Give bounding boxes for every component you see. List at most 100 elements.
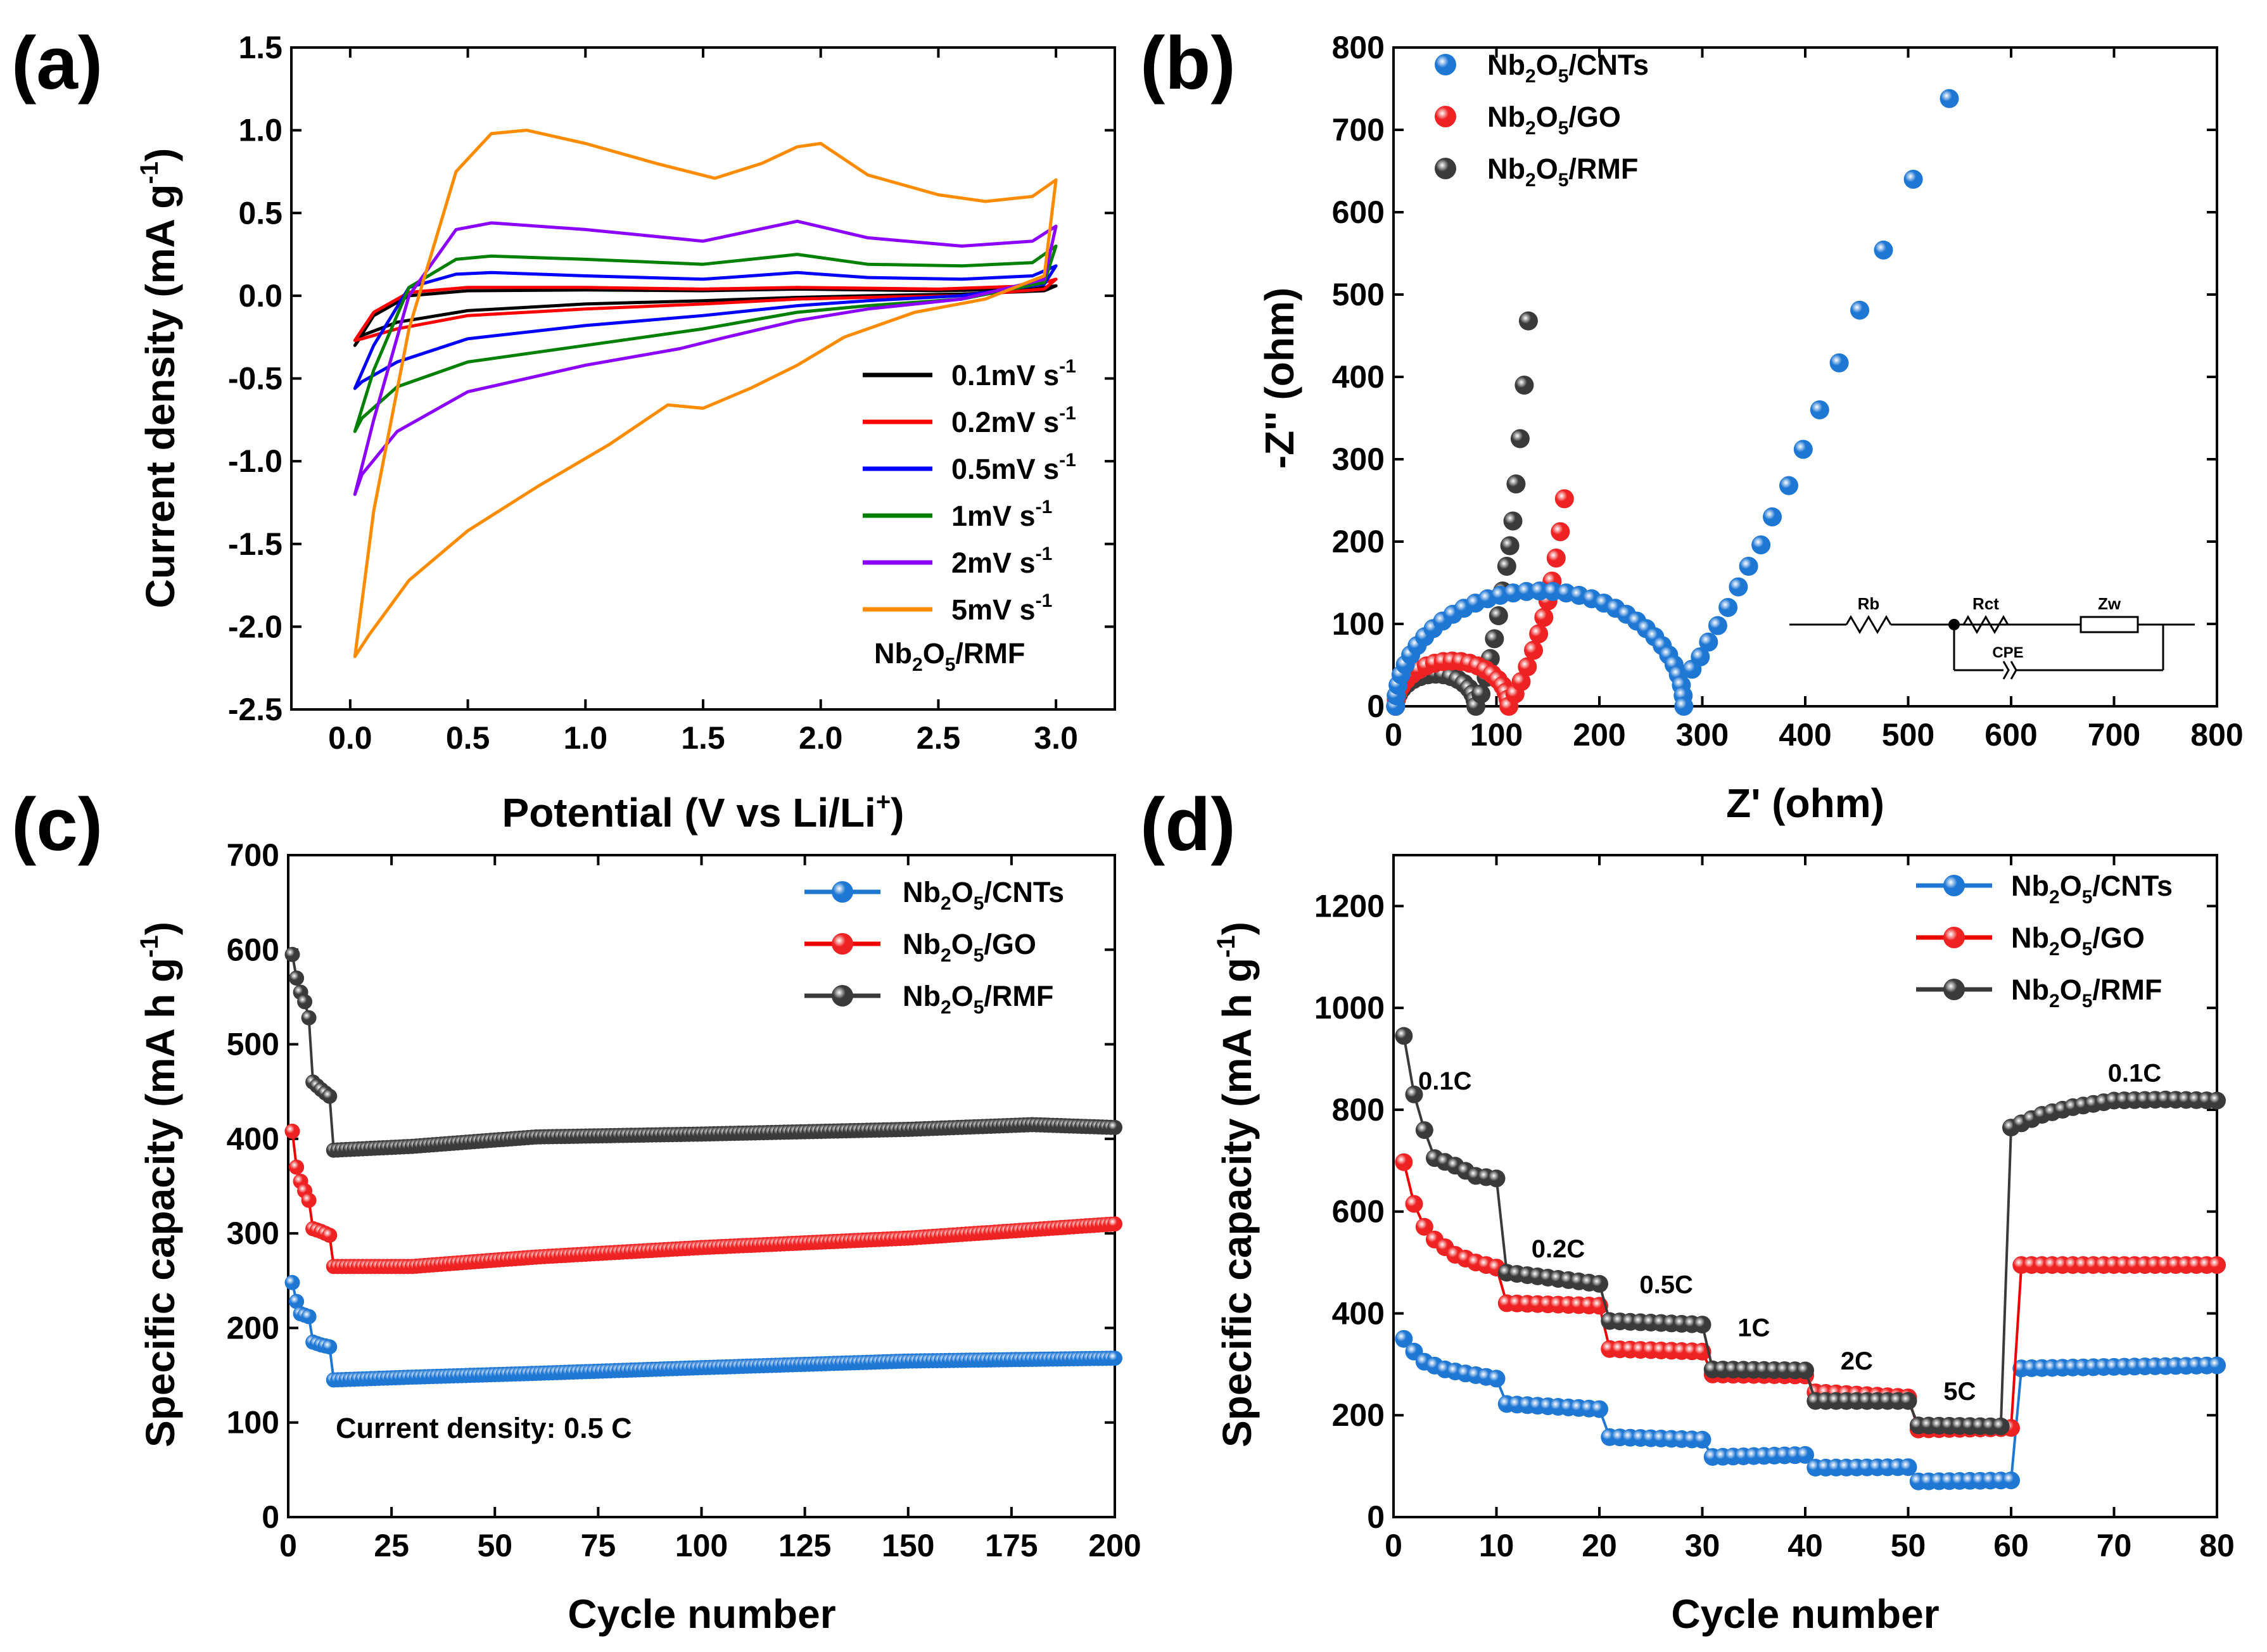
panel-c-xtick-label: 100 bbox=[675, 1528, 728, 1563]
legend-marker bbox=[1435, 106, 1456, 127]
panel-a-ytick-label: -0.5 bbox=[228, 361, 283, 397]
eis-point bbox=[1518, 657, 1537, 677]
panel-d-xlabel: Cycle number bbox=[1671, 1591, 1939, 1637]
eis-point bbox=[1516, 581, 1536, 601]
panel-c-xtick-label: 25 bbox=[374, 1528, 409, 1563]
circuit-label-rct: Rct bbox=[1972, 594, 1999, 613]
eis-point bbox=[1874, 240, 1893, 260]
cycle-point bbox=[289, 1159, 305, 1175]
legend-label: 1mV s-1 bbox=[951, 497, 1052, 532]
panel-a-cv-curves: (a) 0.0 0.5 1.0 1.5 2.0 2.5 3.0 -2.5 -2.0 -1.5 -1.… bbox=[11, 22, 1116, 836]
eis-point bbox=[1718, 598, 1738, 617]
panel-a-xtick-label: 3.0 bbox=[1034, 720, 1078, 756]
panel-c-ytick-label: 500 bbox=[227, 1027, 279, 1062]
panel-b-ytick-label: 600 bbox=[1332, 194, 1385, 230]
legend-marker bbox=[832, 985, 853, 1007]
eis-point bbox=[1691, 647, 1710, 666]
panel-d-legend: Nb2O5/CNTs Nb2O5/GO Nb2O5/RMF bbox=[1916, 870, 2173, 1012]
panel-b-legend: Nb2O5/CNTs Nb2O5/GO Nb2O5/RMF bbox=[1435, 49, 1649, 191]
panel-b-ytick-label: 0 bbox=[1367, 689, 1385, 724]
cycle-point bbox=[301, 1309, 317, 1325]
panel-d-xtick-label: 30 bbox=[1685, 1528, 1720, 1563]
eis-point bbox=[1708, 616, 1727, 635]
rate-point bbox=[1899, 1392, 1917, 1410]
panel-b-xtick-label: 200 bbox=[1573, 717, 1625, 753]
panel-d-ytick-label: 200 bbox=[1332, 1397, 1385, 1433]
eis-point bbox=[1793, 440, 1813, 459]
panel-c-xlabel: Cycle number bbox=[568, 1591, 835, 1637]
cycle-point bbox=[322, 1088, 338, 1104]
cycle-point bbox=[322, 1339, 338, 1355]
legend-label: 0.1mV s-1 bbox=[951, 356, 1076, 391]
panel-c-ytick-label: 400 bbox=[227, 1121, 279, 1157]
rate-point bbox=[1395, 1027, 1413, 1045]
panel-c-annotation: Current density: 0.5 C bbox=[336, 1412, 632, 1444]
panel-b-ytick-label: 400 bbox=[1332, 359, 1385, 395]
rate-point bbox=[1693, 1430, 1711, 1449]
rate-label: 5C bbox=[1943, 1378, 1976, 1406]
eis-point bbox=[1485, 629, 1504, 649]
rate-point bbox=[1395, 1153, 1413, 1171]
cycle-point bbox=[289, 1293, 305, 1309]
panel-d-frame bbox=[1392, 854, 2218, 1518]
cv-curve bbox=[353, 277, 1058, 342]
panel-d-ytick-label: 0 bbox=[1367, 1499, 1385, 1535]
rate-label: 0.5C bbox=[1639, 1271, 1693, 1299]
rate-point bbox=[1415, 1217, 1433, 1236]
panel-c-ytick-label: 300 bbox=[227, 1216, 279, 1251]
panel-a-ytick-label: -1.0 bbox=[228, 443, 283, 479]
panel-d-ytick-label: 800 bbox=[1332, 1092, 1385, 1128]
eis-point bbox=[1489, 606, 1508, 625]
eis-point bbox=[1503, 511, 1523, 531]
cv-curve bbox=[353, 129, 1058, 658]
panel-c-ticks: 0 25 50 75 100 125 150 175 200 0 100 200 300 400 500 60… bbox=[227, 837, 1141, 1563]
panel-d-xtick-label: 40 bbox=[1788, 1528, 1823, 1563]
rate-point bbox=[1405, 1195, 1423, 1213]
eis-point bbox=[1515, 376, 1534, 395]
panel-a-annotation: Nb2O5/RMF bbox=[874, 637, 1025, 675]
cv-curve bbox=[353, 219, 1058, 496]
panel-a-xtick-label: 1.5 bbox=[681, 720, 725, 756]
panel-d-xtick-label: 60 bbox=[1993, 1528, 2029, 1563]
panel-b-ytick-label: 700 bbox=[1332, 112, 1385, 148]
panel-b-legend-label: Nb2O5/RMF bbox=[1487, 153, 1638, 191]
eis-point bbox=[1779, 476, 1798, 495]
panel-b-xtick-label: 300 bbox=[1676, 717, 1729, 753]
rate-label: 2C bbox=[1841, 1347, 1873, 1375]
rate-point bbox=[1591, 1400, 1608, 1418]
panel-b-ytick-label: 100 bbox=[1332, 606, 1385, 642]
panel-c-ytick-label: 200 bbox=[227, 1310, 279, 1345]
eis-point bbox=[1739, 557, 1758, 576]
rate-label: 0.2C bbox=[1532, 1235, 1585, 1263]
panel-b-xtick-label: 600 bbox=[1984, 717, 2037, 753]
panel-c-ylabel: Specific capacity (mA h g-1) bbox=[136, 922, 183, 1447]
panel-b-xtick-label: 100 bbox=[1470, 717, 1523, 753]
eis-point bbox=[1471, 684, 1491, 704]
panel-a-ytick-label: -1.5 bbox=[228, 526, 283, 562]
eis-point bbox=[1940, 89, 1959, 108]
panel-b-ytick-label: 500 bbox=[1332, 277, 1385, 312]
panel-d-xtick-label: 50 bbox=[1891, 1528, 1926, 1563]
panel-b-xtick-label: 700 bbox=[2088, 717, 2140, 753]
panel-c-ytick-label: 100 bbox=[227, 1405, 279, 1440]
cycle-point bbox=[322, 1228, 338, 1243]
legend-marker bbox=[1943, 875, 1965, 896]
cycle-point bbox=[289, 970, 305, 986]
panel-b-ytick-label: 300 bbox=[1332, 442, 1385, 477]
panel-a-ytick-label: -2.5 bbox=[228, 692, 283, 727]
panel-b-xtick-label: 500 bbox=[1882, 717, 1934, 753]
cycle-point bbox=[301, 1192, 317, 1208]
panel-a-ytick-label: 0.0 bbox=[238, 278, 283, 314]
eis-point bbox=[1729, 577, 1748, 597]
panel-b-xtick-label: 0 bbox=[1385, 717, 1402, 753]
rate-point bbox=[1395, 1330, 1413, 1348]
eis-point bbox=[1751, 535, 1771, 555]
eis-point bbox=[1674, 697, 1694, 716]
panel-c-ytick-label: 700 bbox=[227, 837, 279, 873]
rate-point bbox=[1796, 1446, 1814, 1464]
eis-point bbox=[1699, 632, 1718, 652]
legend-marker bbox=[1435, 54, 1456, 75]
panel-b-eis-nyquist: (b) 0 100 200 300 400 500 600 700 800 0 100 200 300 4… bbox=[1140, 22, 2244, 826]
rate-point bbox=[1591, 1274, 1608, 1293]
panel-b-ytick-label: 200 bbox=[1332, 524, 1385, 559]
